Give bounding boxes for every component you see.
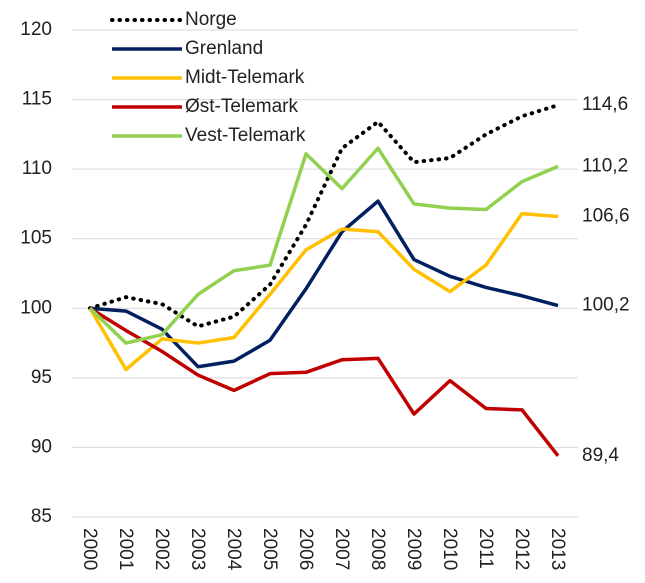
series-line bbox=[89, 199, 559, 369]
data-label: 110,2 bbox=[582, 155, 628, 176]
y-tick-label: 110 bbox=[22, 158, 52, 179]
series-line bbox=[88, 211, 559, 372]
y-tick-label: 90 bbox=[31, 436, 52, 457]
y-tick-label: 100 bbox=[20, 297, 52, 318]
legend-label: Norge bbox=[185, 9, 237, 30]
series-line bbox=[89, 306, 560, 457]
legend-label: Grenland bbox=[185, 38, 263, 59]
y-tick-label: 105 bbox=[20, 228, 52, 249]
x-tick-label: 2005 bbox=[259, 528, 280, 570]
x-tick-label: 2012 bbox=[511, 528, 532, 570]
x-tick-label: 2010 bbox=[439, 528, 460, 570]
data-label: 89,4 bbox=[582, 445, 619, 466]
x-tick-label: 2001 bbox=[115, 528, 136, 570]
y-tick-label: 85 bbox=[31, 506, 52, 527]
legend-label: Midt-Telemark bbox=[185, 67, 305, 88]
legend-label: Vest-Telemark bbox=[185, 125, 306, 146]
x-tick-label: 2008 bbox=[367, 528, 388, 570]
y-tick-label: 120 bbox=[20, 19, 52, 40]
data-label: 106,6 bbox=[582, 205, 630, 226]
legend-label: Øst-Telemark bbox=[185, 96, 298, 117]
x-tick-label: 2004 bbox=[223, 528, 244, 571]
x-tick-label: 2002 bbox=[151, 528, 172, 570]
x-tick-label: 2000 bbox=[79, 528, 100, 570]
data-label: 114,6 bbox=[582, 94, 628, 115]
x-tick-label: 2007 bbox=[331, 528, 352, 570]
series-line bbox=[88, 103, 560, 329]
y-tick-label: 95 bbox=[31, 367, 52, 388]
x-tick-label: 2003 bbox=[187, 528, 208, 570]
x-tick-label: 2006 bbox=[295, 528, 316, 570]
x-tick-label: 2013 bbox=[547, 528, 568, 570]
series-line bbox=[88, 146, 559, 345]
y-tick-label: 115 bbox=[22, 89, 52, 110]
data-label: 100,2 bbox=[582, 295, 630, 316]
x-tick-label: 2011 bbox=[475, 528, 496, 569]
x-tick-label: 2009 bbox=[403, 528, 424, 570]
